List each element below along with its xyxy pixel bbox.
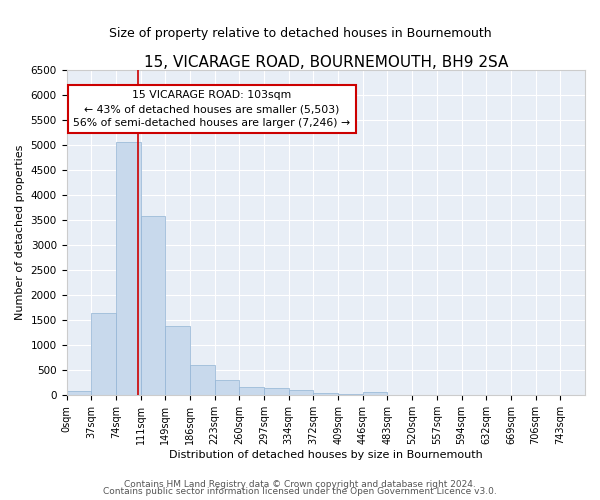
Bar <box>363 392 388 395</box>
Bar <box>215 380 239 395</box>
Text: Size of property relative to detached houses in Bournemouth: Size of property relative to detached ho… <box>109 28 491 40</box>
Bar <box>140 216 165 395</box>
X-axis label: Distribution of detached houses by size in Bournemouth: Distribution of detached houses by size … <box>169 450 482 460</box>
Text: 15 VICARAGE ROAD: 103sqm
← 43% of detached houses are smaller (5,503)
56% of sem: 15 VICARAGE ROAD: 103sqm ← 43% of detach… <box>73 90 350 128</box>
Bar <box>264 388 289 395</box>
Text: Contains public sector information licensed under the Open Government Licence v3: Contains public sector information licen… <box>103 487 497 496</box>
Title: 15, VICARAGE ROAD, BOURNEMOUTH, BH9 2SA: 15, VICARAGE ROAD, BOURNEMOUTH, BH9 2SA <box>143 55 508 70</box>
Bar <box>91 313 116 395</box>
Y-axis label: Number of detached properties: Number of detached properties <box>15 145 25 320</box>
Bar <box>338 394 363 395</box>
Bar <box>289 390 313 395</box>
Bar <box>239 388 264 395</box>
Bar <box>67 392 91 395</box>
Bar <box>190 364 215 395</box>
Text: Contains HM Land Registry data © Crown copyright and database right 2024.: Contains HM Land Registry data © Crown c… <box>124 480 476 489</box>
Bar <box>165 326 190 395</box>
Bar <box>313 393 338 395</box>
Bar <box>116 142 140 395</box>
